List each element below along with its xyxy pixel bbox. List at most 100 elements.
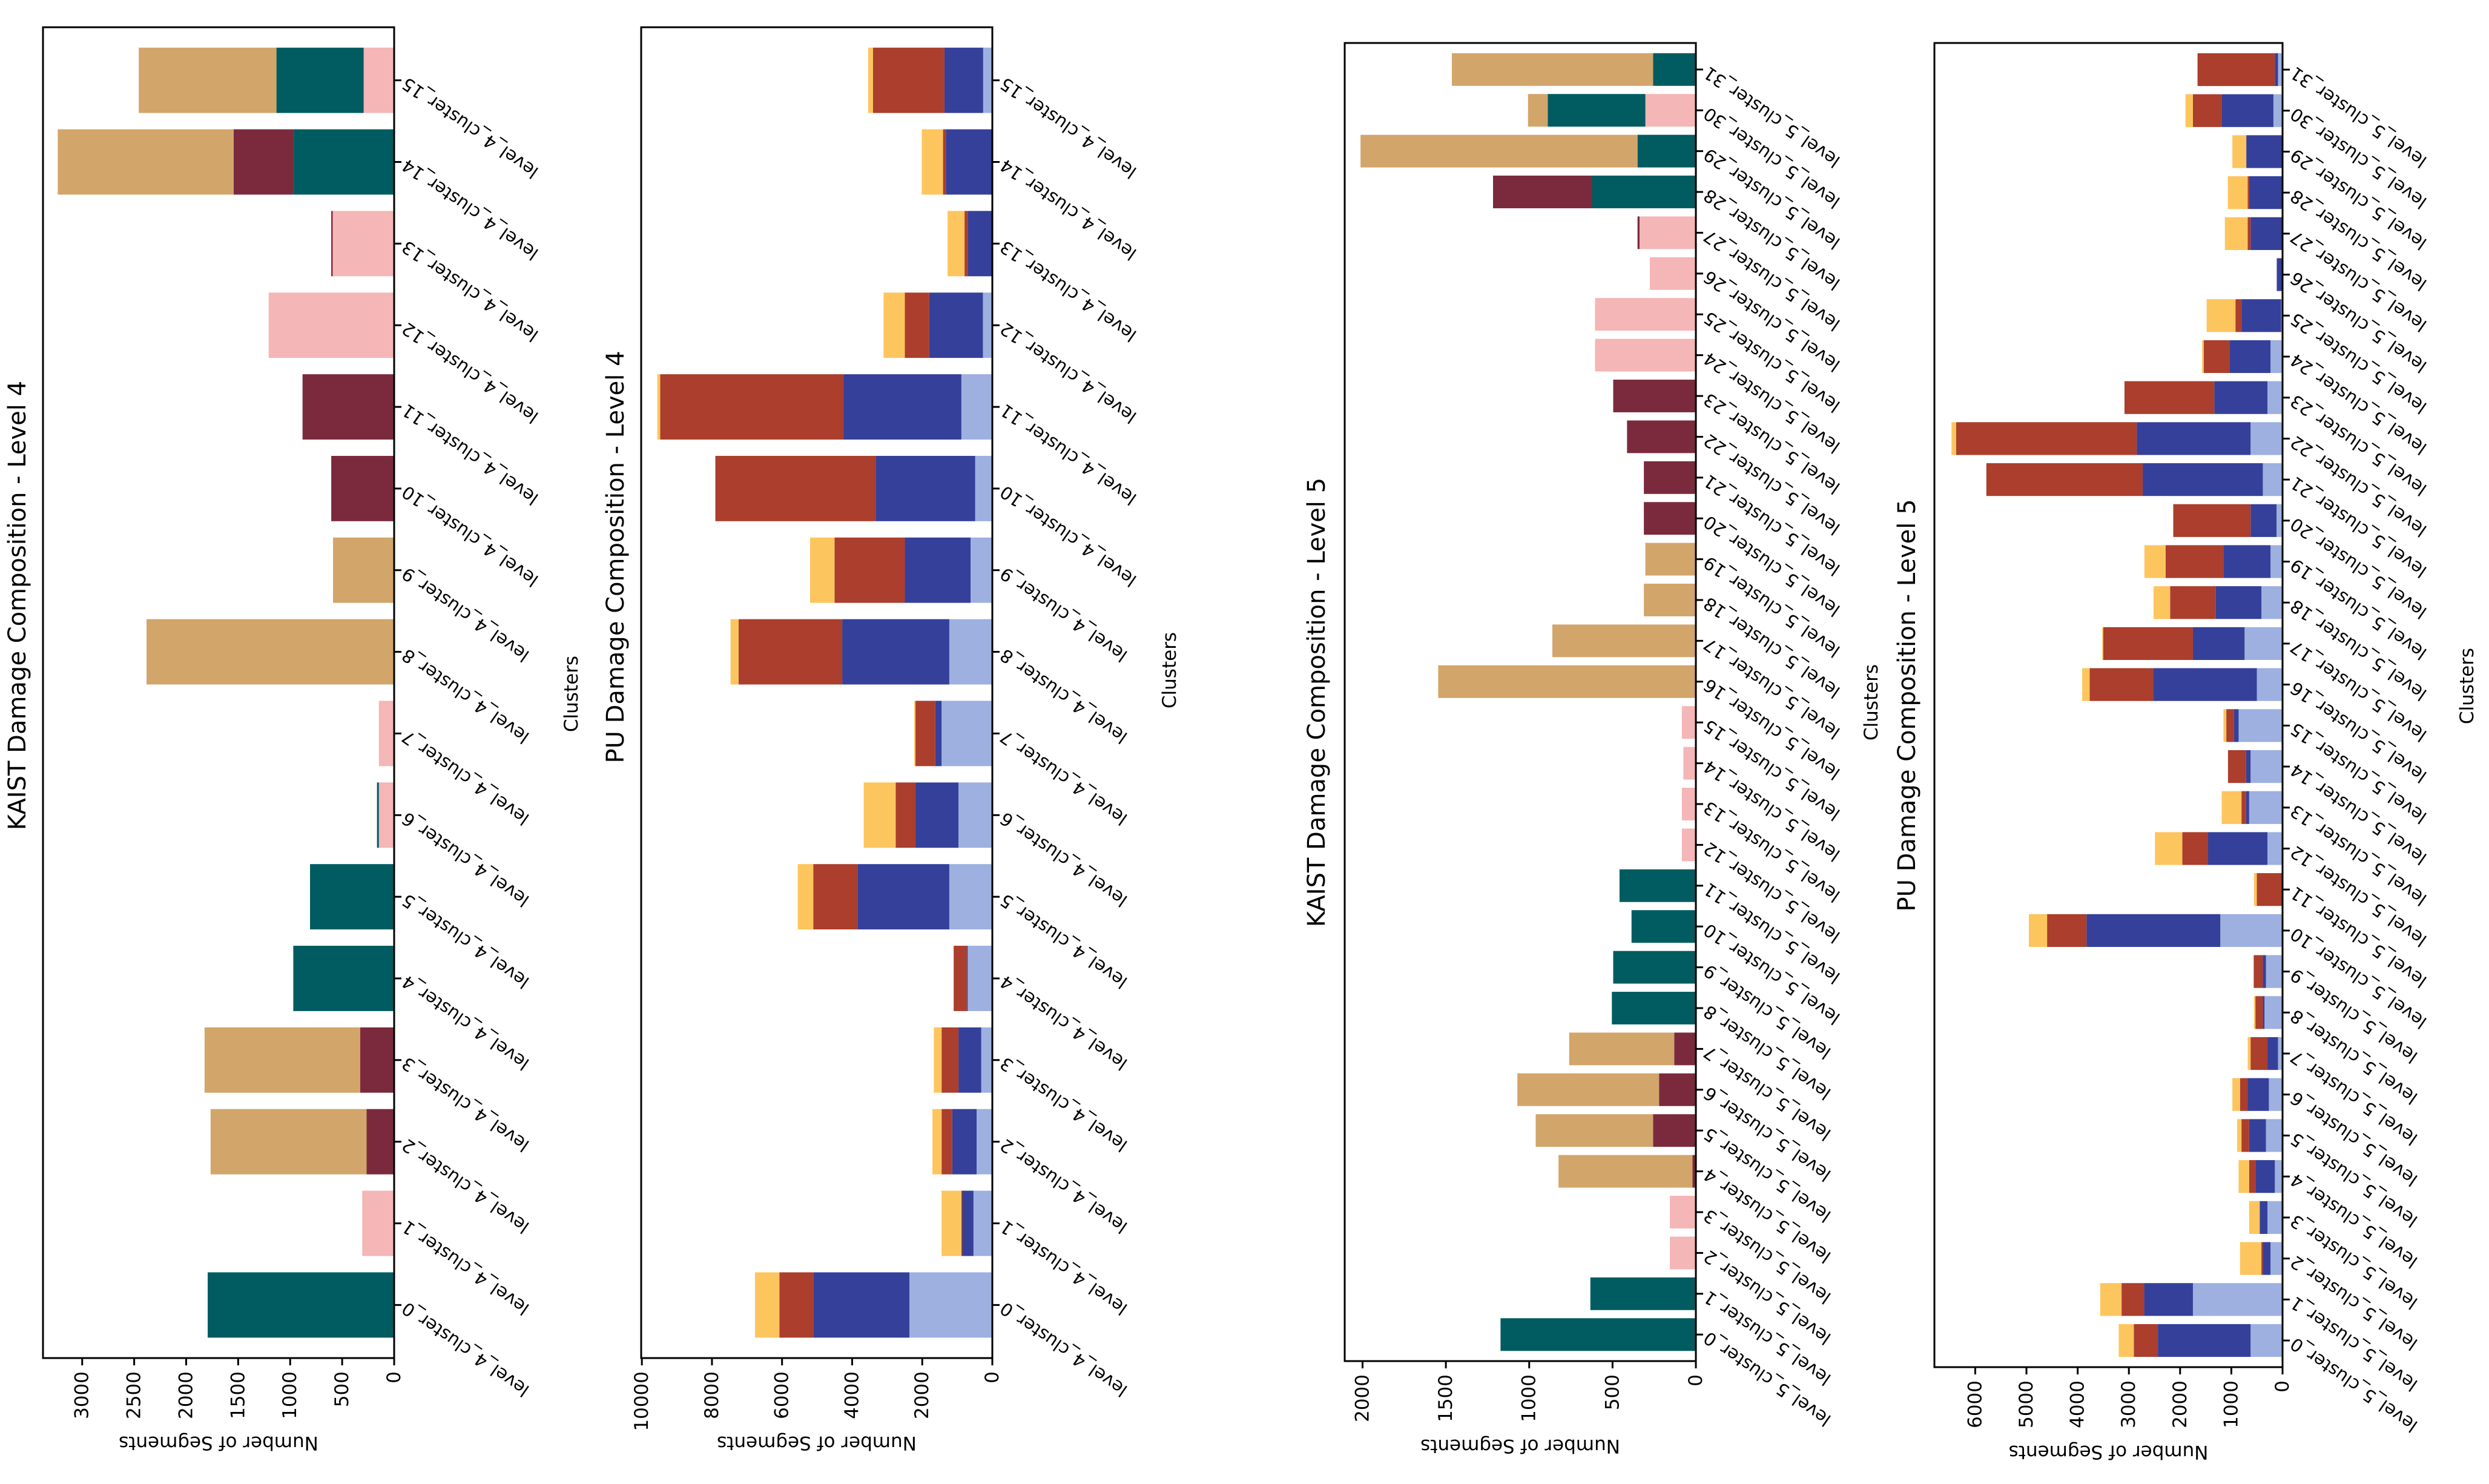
bar-segment [276,47,364,113]
bar-segment [1613,951,1696,984]
plot-frame [42,26,395,1359]
bar-segment [2255,996,2263,1029]
bar-segment [2206,299,2236,332]
bar-segment [366,1109,394,1175]
bar-segment [1548,94,1646,127]
bar-segment [362,1190,394,1256]
bar-segment [2266,1119,2283,1152]
value-tick-label: 1000 [1518,1374,1540,1422]
bar-segment [2121,1283,2144,1316]
bar-segment [360,1027,394,1093]
bar-segment [1613,380,1696,412]
bar-segment [2257,873,2283,906]
bar-segment [1951,422,1956,455]
bar-segment [2232,1078,2240,1111]
bar-segment [2278,1037,2283,1070]
bar-segment [755,1272,780,1338]
bar-segment [1670,1236,1696,1270]
bar-segment [2197,53,2275,87]
value-tick-label: 1500 [1435,1374,1457,1422]
plot-frame [1933,42,2284,1368]
bar-segment [331,455,394,521]
bar-segment [810,537,835,603]
bar-segment [2118,1324,2134,1357]
bar-segment [977,1109,992,1175]
value-tick-label: 500 [1601,1374,1623,1410]
bar-segment [1674,1032,1696,1066]
bar-segment [813,1272,910,1338]
bar-segment [660,374,844,440]
bar-segment [2273,94,2283,127]
bar-segment [975,455,992,521]
bar-segment [797,864,814,930]
bar-segment [2235,299,2242,332]
bar-segment [958,782,992,848]
bar-segment [2249,1201,2260,1234]
bar-segment [909,1272,992,1338]
bar-segment [738,619,843,685]
bar-segment [2224,217,2248,250]
bar-segment [1590,1277,1696,1310]
bar-segment [905,537,971,603]
value-axis-label: Number of Segments [2009,1441,2209,1463]
bar-segment [208,1272,394,1338]
bar-segment [2227,176,2248,209]
bar-segment [1528,94,1548,127]
bar-segment [2221,94,2273,127]
value-axis-label: Number of Segments [119,1432,318,1454]
bar-segment [921,129,943,195]
bar-segment [1645,94,1696,127]
bar-segment [2028,914,2048,947]
bar-segment [2240,1242,2262,1275]
value-tick-label: 5000 [2016,1380,2037,1428]
bar-segment [2234,709,2239,742]
bar-segment [2202,340,2204,374]
bar-segment [2192,94,2222,127]
bar-segment [958,1027,981,1093]
bar-segment [2270,1242,2283,1275]
bar-segment [204,1027,361,1093]
bar-segment [2170,586,2216,619]
bar-segment [2275,1160,2283,1193]
value-tick-label: 2000 [2169,1380,2191,1428]
bar-segment [2227,750,2246,783]
bar-segment [915,782,959,848]
bar-segment [941,1109,952,1175]
bar-segment [1670,1196,1696,1228]
bar-segment [1552,624,1696,658]
bar-segment [2249,1160,2256,1193]
chart-title: PU Damage Composition - Level 4 [602,351,630,763]
bar-segment [779,1272,814,1338]
bar-segment [934,1027,942,1093]
bar-segment [2238,1160,2249,1193]
bar-segment [1637,216,1640,249]
value-axis-label: Number of Segments [717,1432,917,1454]
bar-segment [2220,914,2283,947]
bar-segment [2276,504,2283,537]
bar-segment [2247,1078,2269,1111]
value-tick-label: 4000 [841,1371,863,1419]
bar-segment [2247,1037,2251,1070]
plot-frame [1343,42,1697,1362]
category-axis-label: Clusters [2456,648,2478,724]
bar-segment [932,1109,942,1175]
value-tick-label: 2500 [124,1371,145,1419]
bar-segment [2207,832,2268,865]
bar-segment [210,1109,367,1175]
bar-segment [1681,828,1696,862]
bar-segment [935,701,942,767]
bar-segment [2241,791,2246,824]
bar-segment [1637,134,1696,168]
bar-segment [1592,176,1696,208]
bar-segment [331,211,333,277]
bar-segment [1360,134,1638,168]
bar-segment [2249,1119,2266,1152]
bar-segment [2241,299,2281,332]
bar-segment [2103,627,2193,661]
bar-segment [971,537,992,603]
bar-segment [2182,832,2208,865]
bar-segment [2270,545,2283,578]
bar-segment [915,701,935,767]
